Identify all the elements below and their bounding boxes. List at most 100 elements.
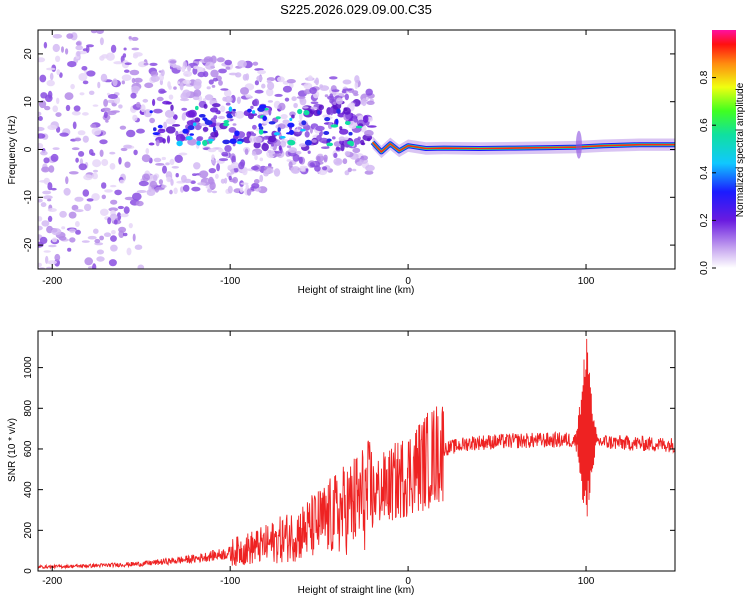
noise-blob bbox=[113, 219, 118, 225]
noise-blob bbox=[84, 257, 93, 266]
noise-blob bbox=[212, 77, 218, 82]
core-blob bbox=[268, 121, 276, 125]
noise-blob bbox=[266, 88, 274, 97]
noise-blob bbox=[96, 249, 104, 255]
noise-blob bbox=[181, 107, 188, 111]
noise-blob bbox=[83, 174, 93, 181]
noise-blob bbox=[282, 85, 292, 93]
core-blob bbox=[277, 127, 281, 132]
noise-blob bbox=[270, 143, 274, 147]
noise-blob bbox=[68, 211, 77, 219]
noise-blob bbox=[302, 106, 309, 109]
core-blob bbox=[348, 131, 353, 136]
core-blob bbox=[279, 135, 286, 139]
noise-blob bbox=[129, 69, 140, 76]
noise-blob bbox=[365, 96, 369, 101]
noise-blob bbox=[110, 184, 117, 188]
noise-blob bbox=[38, 57, 46, 63]
noise-blob bbox=[293, 129, 301, 132]
noise-blob bbox=[38, 143, 44, 150]
noise-blob bbox=[282, 119, 290, 125]
noise-blob bbox=[40, 150, 48, 156]
noise-blob bbox=[211, 159, 217, 165]
core-blob bbox=[192, 122, 197, 126]
noise-blob bbox=[161, 184, 167, 188]
noise-blob bbox=[211, 190, 218, 194]
noise-blob bbox=[193, 81, 202, 90]
noise-blob bbox=[299, 167, 306, 172]
x-tick-label: 0 bbox=[405, 276, 411, 287]
core-blob bbox=[287, 139, 296, 146]
noise-blob bbox=[123, 144, 132, 149]
noise-blob bbox=[41, 220, 50, 227]
noise-blob bbox=[96, 30, 104, 34]
noise-blob bbox=[46, 79, 55, 87]
noise-blob bbox=[231, 155, 236, 164]
noise-blob bbox=[179, 82, 184, 91]
noise-blob bbox=[78, 73, 88, 81]
noise-blob bbox=[76, 51, 81, 57]
noise-blob bbox=[182, 184, 190, 192]
noise-blob bbox=[286, 145, 292, 149]
x-tick-label: 100 bbox=[578, 276, 595, 287]
noise-blob bbox=[361, 142, 366, 146]
noise-blob bbox=[101, 107, 111, 112]
noise-blob bbox=[296, 96, 306, 99]
noise-blob bbox=[131, 47, 140, 51]
colorbar-tick-label: 0.8 bbox=[699, 70, 710, 84]
noise-blob bbox=[352, 147, 361, 154]
noise-blob bbox=[150, 75, 160, 82]
noise-blob bbox=[104, 189, 113, 193]
noise-blob bbox=[315, 125, 325, 132]
noise-blob bbox=[50, 187, 57, 191]
noise-blob bbox=[267, 150, 272, 154]
noise-blob bbox=[348, 102, 355, 108]
noise-blob bbox=[160, 69, 165, 77]
noise-blob bbox=[354, 75, 360, 84]
noise-blob bbox=[204, 94, 214, 101]
noise-blob bbox=[38, 126, 45, 132]
core-blob bbox=[222, 139, 231, 145]
noise-blob bbox=[235, 72, 242, 78]
noise-blob bbox=[278, 102, 286, 111]
noise-blob bbox=[110, 199, 118, 205]
noise-blob bbox=[321, 146, 330, 149]
noise-blob bbox=[237, 60, 247, 68]
noise-blob bbox=[40, 202, 47, 208]
noise-blob bbox=[174, 154, 183, 163]
noise-blob bbox=[38, 133, 46, 139]
noise-blob bbox=[344, 151, 351, 156]
noise-blob bbox=[59, 210, 67, 218]
noise-blob bbox=[52, 147, 60, 151]
noise-blob bbox=[119, 125, 127, 130]
noise-blob bbox=[166, 176, 172, 183]
noise-blob bbox=[38, 116, 43, 121]
noise-blob bbox=[171, 166, 179, 169]
noise-blob bbox=[38, 216, 43, 222]
noise-blob bbox=[322, 166, 328, 171]
noise-blob bbox=[42, 190, 52, 195]
noise-blob bbox=[197, 182, 207, 186]
noise-blob bbox=[92, 263, 97, 269]
noise-blob bbox=[99, 37, 104, 46]
noise-blob bbox=[223, 89, 232, 97]
noise-blob bbox=[170, 104, 174, 111]
core-blob bbox=[287, 122, 295, 128]
noise-blob bbox=[82, 189, 90, 197]
noise-blob bbox=[166, 135, 171, 144]
y-tick-label: 600 bbox=[23, 440, 34, 457]
noise-blob bbox=[164, 109, 175, 118]
noise-blob bbox=[163, 121, 168, 129]
noise-blob bbox=[91, 127, 102, 136]
noise-blob bbox=[232, 123, 237, 126]
noise-blob bbox=[99, 235, 104, 241]
chart-title: S225.2026.029.09.00.C35 bbox=[280, 2, 432, 17]
noise-blob bbox=[59, 132, 69, 137]
core-blob bbox=[202, 117, 208, 121]
noise-blob bbox=[253, 179, 260, 184]
spectrogram-content bbox=[38, 30, 675, 269]
core-blob bbox=[289, 117, 293, 122]
core-blob bbox=[228, 106, 233, 112]
